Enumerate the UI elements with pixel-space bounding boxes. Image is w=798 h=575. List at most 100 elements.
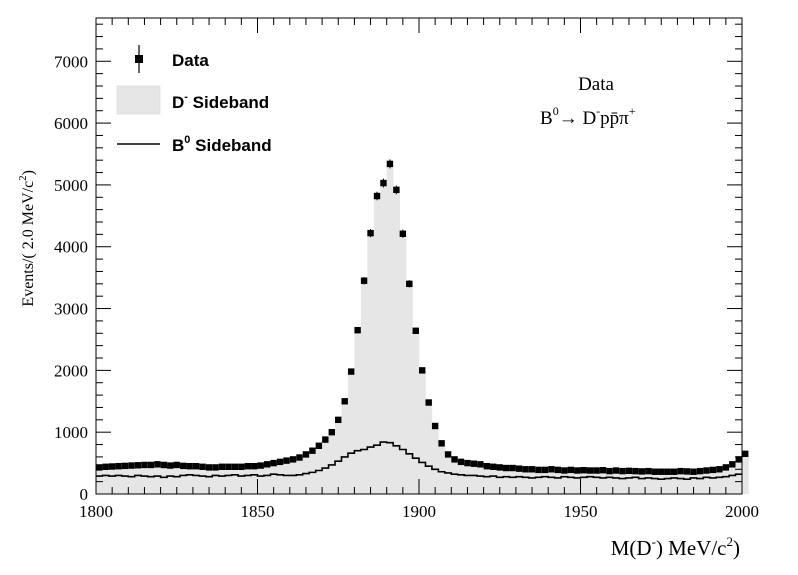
data-point — [367, 229, 374, 238]
data-point — [296, 454, 303, 461]
data-point — [283, 457, 290, 464]
data-point — [167, 462, 174, 469]
d-sideband-bar — [586, 471, 594, 494]
data-point — [251, 462, 258, 470]
data-point — [134, 462, 142, 469]
data-series — [96, 159, 749, 475]
data-point — [528, 466, 536, 473]
data-point — [645, 467, 652, 475]
data-point — [322, 436, 329, 443]
x-axis-label: M(D-) MeV/c2) — [611, 534, 740, 560]
data-point — [683, 468, 691, 475]
data-point — [735, 456, 742, 463]
d-sideband-bar — [522, 470, 530, 494]
d-sideband-bar — [128, 466, 136, 494]
y-axis-label: Events/( 2.0 MeV/c2) — [17, 170, 37, 307]
data-point — [580, 467, 587, 474]
d-sideband-bar — [238, 468, 245, 494]
data-point — [218, 463, 226, 470]
d-sideband-bar — [244, 467, 252, 494]
legend-b0-sideband-label: B0 Sideband — [172, 134, 272, 155]
d-sideband-bar — [147, 466, 155, 494]
legend: Data D- Sideband B0 Sideband — [116, 45, 272, 155]
d-sideband-bar — [160, 466, 168, 494]
d-sideband-bar — [380, 184, 387, 495]
d-sideband-bar — [179, 467, 187, 494]
d-sideband-bar — [548, 470, 555, 494]
data-point — [593, 467, 600, 474]
d-sideband-bar — [580, 471, 588, 494]
data-point — [244, 462, 252, 470]
d-sideband-series — [96, 165, 749, 495]
annotation: Data B0→ D-pp̄π+ — [540, 74, 636, 129]
d-sideband-bar — [296, 458, 304, 494]
legend-data-marker — [135, 55, 143, 63]
d-sideband-bar — [567, 471, 575, 494]
d-sideband-bar — [696, 472, 704, 494]
data-point — [160, 461, 168, 469]
data-point — [309, 447, 316, 454]
data-point — [199, 463, 206, 470]
d-sideband-bar — [102, 468, 110, 494]
d-sideband-bar — [431, 427, 439, 494]
y-tick-label: 0 — [80, 485, 89, 504]
data-point — [586, 467, 594, 474]
data-point — [412, 327, 419, 334]
d-sideband-bar — [186, 467, 194, 494]
data-point — [438, 440, 445, 447]
d-sideband-bar — [167, 466, 174, 494]
d-sideband-bar — [399, 234, 407, 494]
d-sideband-bar — [528, 470, 536, 494]
d-sideband-bar — [561, 471, 568, 494]
d-sideband-bar — [490, 468, 497, 494]
d-sideband-bar — [270, 464, 278, 494]
data-point — [561, 467, 568, 474]
data-point — [509, 464, 516, 472]
data-point — [496, 464, 503, 471]
data-point — [722, 464, 730, 471]
data-point — [263, 461, 271, 468]
d-sideband-bar — [612, 471, 620, 494]
d-sideband-bar — [283, 461, 291, 494]
data-point — [515, 465, 523, 472]
data-point — [522, 466, 529, 473]
d-sideband-bar — [212, 468, 220, 494]
data-point — [632, 467, 639, 475]
d-sideband-bar — [367, 234, 375, 494]
d-sideband-bar — [218, 468, 226, 494]
d-sideband-bar — [354, 331, 362, 494]
data-point — [444, 451, 452, 458]
data-point — [451, 456, 458, 463]
data-point — [257, 462, 264, 469]
d-sideband-bar — [599, 471, 607, 494]
data-point — [425, 399, 432, 406]
d-sideband-bar — [690, 472, 698, 494]
data-point — [670, 468, 678, 475]
data-point — [541, 466, 549, 474]
data-point — [567, 466, 575, 474]
d-sideband-bar — [121, 467, 129, 494]
d-sideband-bar — [444, 455, 452, 494]
d-sideband-bar — [677, 472, 685, 494]
d-sideband-bar — [606, 472, 614, 494]
data-point — [406, 280, 413, 288]
d-sideband-bar — [619, 472, 627, 494]
d-sideband-bar — [108, 467, 116, 494]
d-sideband-bar — [373, 197, 381, 495]
x-tick-label: 1850 — [241, 502, 275, 521]
d-sideband-bar — [554, 471, 562, 494]
d-sideband-bar — [483, 467, 491, 494]
data-point — [386, 159, 394, 169]
legend-data-label: Data — [172, 51, 209, 70]
d-sideband-bar — [632, 472, 639, 494]
data-point — [503, 464, 510, 472]
data-point — [619, 467, 626, 475]
d-sideband-bar — [199, 468, 207, 494]
data-point — [147, 461, 155, 469]
y-tick-label: 5000 — [54, 176, 88, 195]
data-point — [328, 428, 335, 436]
annotation-decay: B0→ D-pp̄π+ — [540, 104, 636, 129]
d-sideband-bar — [335, 421, 342, 494]
data-point — [638, 468, 646, 475]
